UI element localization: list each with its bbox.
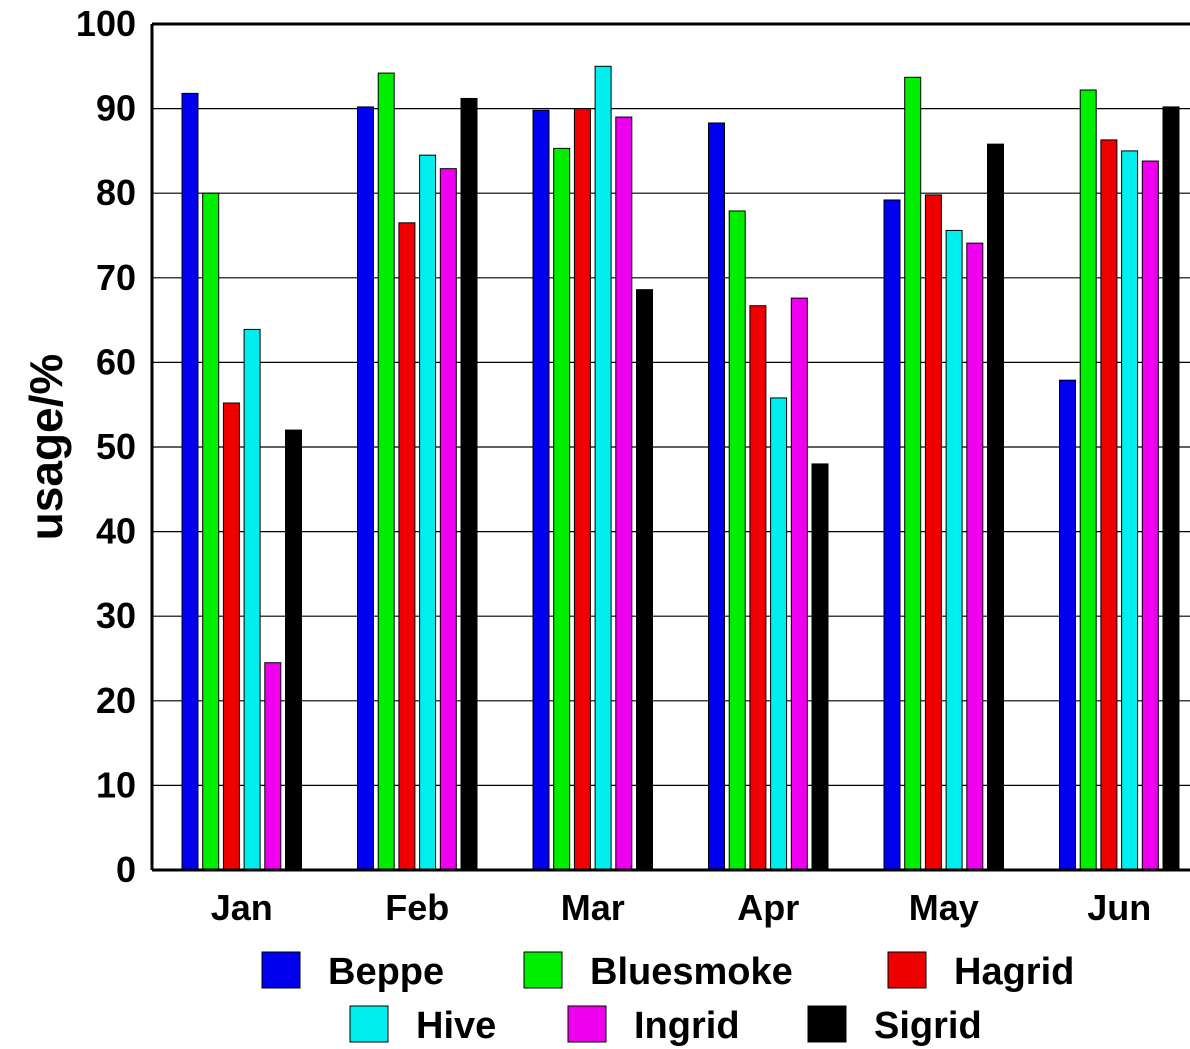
bar-beppe-mar bbox=[532, 109, 550, 871]
legend-swatch-hive bbox=[349, 1005, 389, 1043]
y-tick-label: 40 bbox=[96, 511, 136, 552]
bar-beppe-apr bbox=[708, 122, 725, 871]
legend-label-bluesmoke: Bluesmoke bbox=[590, 951, 793, 993]
y-tick-label: 60 bbox=[96, 341, 136, 382]
bar-ingrid-may bbox=[966, 242, 984, 871]
legend-label-ingrid: Ingrid bbox=[634, 1005, 740, 1047]
axes bbox=[150, 22, 1190, 872]
bar-sigrid-jan bbox=[285, 429, 302, 871]
bar-ingrid-jan bbox=[264, 662, 282, 871]
bar-hagrid-may bbox=[924, 194, 942, 871]
x-tick-label: Mar bbox=[561, 887, 625, 928]
bar-bluesmoke-may bbox=[904, 76, 922, 871]
bar-sigrid-mar bbox=[636, 289, 653, 871]
x-tick-label: Jun bbox=[1087, 887, 1151, 928]
bar-sigrid-feb bbox=[460, 97, 478, 871]
legend-swatch-hagrid bbox=[887, 951, 927, 989]
y-tick-label: 90 bbox=[96, 88, 136, 129]
bar-sigrid-may bbox=[987, 143, 1004, 871]
y-tick-label: 30 bbox=[96, 595, 136, 636]
y-tick-label: 20 bbox=[96, 680, 136, 721]
y-tick-labels: 0 10 20 30 40 50 60 70 80 90 100 bbox=[76, 3, 136, 890]
y-tick-label: 0 bbox=[116, 849, 136, 890]
bar-bluesmoke-apr bbox=[728, 210, 746, 871]
legend-swatch-sigrid bbox=[807, 1005, 847, 1043]
bar-hagrid-jun bbox=[1100, 139, 1118, 871]
bar-sigrid-apr bbox=[811, 463, 829, 871]
bars bbox=[181, 65, 1180, 871]
bar-ingrid-jun bbox=[1141, 160, 1159, 871]
bar-hagrid-feb bbox=[398, 222, 416, 871]
x-tick-labels: Jan Feb Mar Apr May Jun bbox=[211, 887, 1152, 928]
y-tick-label: 80 bbox=[96, 172, 136, 213]
bar-hive-apr bbox=[770, 397, 788, 871]
legend: Beppe Bluesmoke Hagrid Hive Ingrid Sigrid bbox=[261, 951, 1074, 1047]
x-tick-label: Apr bbox=[737, 887, 799, 928]
bar-ingrid-mar bbox=[615, 116, 633, 871]
bar-bluesmoke-jan bbox=[202, 192, 220, 871]
legend-swatch-ingrid bbox=[567, 1005, 607, 1043]
bar-hive-may bbox=[945, 229, 963, 871]
bar-hagrid-jan bbox=[222, 402, 240, 871]
y-tick-label: 10 bbox=[96, 764, 136, 805]
bar-beppe-feb bbox=[357, 106, 374, 871]
x-tick-label: Feb bbox=[385, 887, 449, 928]
bar-hive-mar bbox=[594, 65, 612, 871]
bar-beppe-may bbox=[883, 199, 901, 871]
bar-bluesmoke-jun bbox=[1079, 89, 1097, 871]
y-tick-label: 100 bbox=[76, 3, 136, 44]
bar-beppe-jan bbox=[181, 92, 199, 871]
bar-hive-jun bbox=[1121, 150, 1139, 871]
bar-bluesmoke-feb bbox=[377, 72, 395, 871]
bar-hagrid-apr bbox=[749, 305, 767, 871]
legend-swatch-beppe bbox=[261, 951, 301, 989]
y-axis-title: usage/% bbox=[20, 354, 72, 541]
legend-label-sigrid: Sigrid bbox=[874, 1005, 982, 1047]
y-tick-label: 50 bbox=[96, 426, 136, 467]
x-tick-label: May bbox=[909, 887, 979, 928]
bar-ingrid-feb bbox=[439, 168, 457, 871]
legend-label-hagrid: Hagrid bbox=[954, 951, 1074, 993]
gridlines bbox=[152, 107, 1190, 787]
bar-beppe-jun bbox=[1059, 379, 1076, 871]
bar-ingrid-apr bbox=[790, 297, 808, 871]
bar-hagrid-mar bbox=[573, 108, 591, 871]
y-tick-label: 70 bbox=[96, 257, 136, 298]
legend-swatch-bluesmoke bbox=[523, 951, 563, 989]
legend-label-hive: Hive bbox=[416, 1005, 496, 1047]
legend-label-beppe: Beppe bbox=[328, 951, 444, 993]
bar-hive-jan bbox=[243, 328, 261, 871]
bar-hive-feb bbox=[419, 154, 437, 871]
x-tick-label: Jan bbox=[211, 887, 273, 928]
bar-sigrid-jun bbox=[1162, 106, 1180, 871]
bar-bluesmoke-mar bbox=[553, 147, 571, 871]
